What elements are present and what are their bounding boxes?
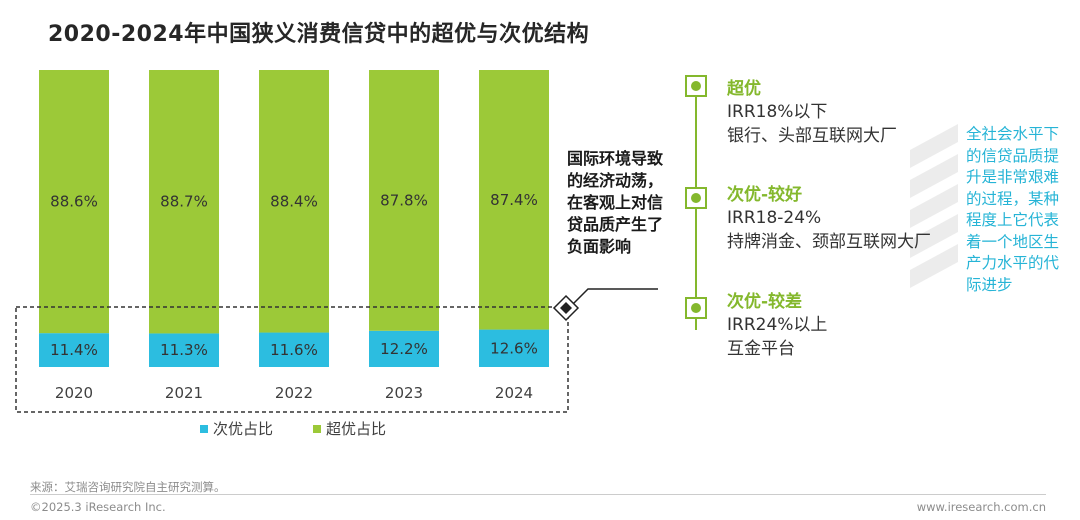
website-link: www.iresearch.com.cn bbox=[916, 500, 1046, 514]
bar-segment-premium bbox=[149, 70, 219, 334]
tier-institutions: 银行、头部互联网大厂 bbox=[727, 126, 897, 146]
bar-segment-secondary bbox=[149, 333, 219, 367]
x-tick-label: 2020 bbox=[55, 384, 93, 402]
timeline-node-icon bbox=[685, 297, 707, 319]
data-label: 88.7% bbox=[160, 193, 208, 211]
tier-premium: 超优 IRR18%以下 银行、头部互联网大厂 bbox=[727, 78, 897, 148]
annotation-connector bbox=[567, 288, 658, 310]
tier-institutions: 互金平台 bbox=[727, 339, 795, 359]
data-label: 88.4% bbox=[270, 192, 318, 210]
timeline-node-icon bbox=[685, 75, 707, 97]
annotation-text: 国际环境导致的经济动荡，在客观上对信贷品质产生了负面影响 bbox=[567, 149, 664, 256]
data-label: 11.3% bbox=[160, 341, 208, 359]
legend-label: 次优占比 bbox=[213, 420, 274, 438]
bar-segment-premium bbox=[39, 70, 109, 334]
data-label: 88.6% bbox=[50, 193, 98, 211]
copyright: ©2025.3 iResearch Inc. bbox=[30, 500, 166, 514]
data-label: 87.4% bbox=[490, 191, 538, 209]
tier-secondary-good: 次优-较好 IRR18-24% 持牌消金、颈部互联网大厂 bbox=[727, 184, 931, 254]
page-title: 2020-2024年中国狭义消费信贷中的超优与次优结构 bbox=[48, 22, 590, 47]
side-note: 全社会水平下的信贷品质提升是非常艰难的过程，某种程度上它代表着一个地区生产力水平… bbox=[966, 125, 1060, 294]
x-tick-label: 2024 bbox=[495, 384, 533, 402]
source-note: 来源：艾瑞咨询研究院自主研究测算。 bbox=[30, 480, 226, 494]
legend-swatch-green bbox=[313, 424, 322, 433]
data-label: 12.6% bbox=[490, 339, 538, 357]
tier-irr: IRR18-24% bbox=[727, 208, 822, 228]
data-label: 12.2% bbox=[380, 340, 428, 358]
chart-legend: 次优占比 超优占比 bbox=[200, 418, 386, 439]
x-tick-label: 2022 bbox=[275, 384, 313, 402]
tier-name: 超优 bbox=[727, 79, 761, 99]
tier-institutions: 持牌消金、颈部互联网大厂 bbox=[727, 232, 931, 252]
bar-segment-premium bbox=[259, 70, 329, 333]
timeline-node-icon bbox=[685, 187, 707, 209]
bar-segment-premium bbox=[369, 70, 439, 331]
legend-swatch-cyan bbox=[200, 424, 208, 433]
tier-irr: IRR18%以下 bbox=[727, 102, 828, 122]
decorative-chevrons-icon bbox=[910, 124, 958, 288]
footer-divider bbox=[30, 494, 1046, 495]
legend-item-premium: 超优占比 bbox=[313, 418, 386, 439]
bar-segment-secondary bbox=[259, 332, 329, 367]
x-tick-label: 2023 bbox=[385, 384, 423, 402]
data-label: 11.4% bbox=[50, 341, 98, 359]
highlight-box bbox=[15, 306, 569, 413]
diamond-icon bbox=[552, 294, 580, 322]
legend-label: 超优占比 bbox=[326, 420, 387, 438]
bar-segment-secondary bbox=[369, 330, 439, 367]
legend-item-secondary: 次优占比 bbox=[200, 418, 273, 439]
tier-name: 次优-较好 bbox=[727, 185, 803, 205]
data-label: 87.8% bbox=[380, 191, 428, 209]
bar-segment-premium bbox=[479, 70, 549, 330]
data-label: 11.6% bbox=[270, 341, 318, 359]
x-tick-label: 2021 bbox=[165, 384, 203, 402]
tier-name: 次优-较差 bbox=[727, 292, 803, 312]
tier-secondary-poor: 次优-较差 IRR24%以上 互金平台 bbox=[727, 291, 827, 361]
bar-segment-secondary bbox=[479, 329, 549, 367]
bar-segment-secondary bbox=[39, 333, 109, 367]
tier-irr: IRR24%以上 bbox=[727, 315, 828, 335]
